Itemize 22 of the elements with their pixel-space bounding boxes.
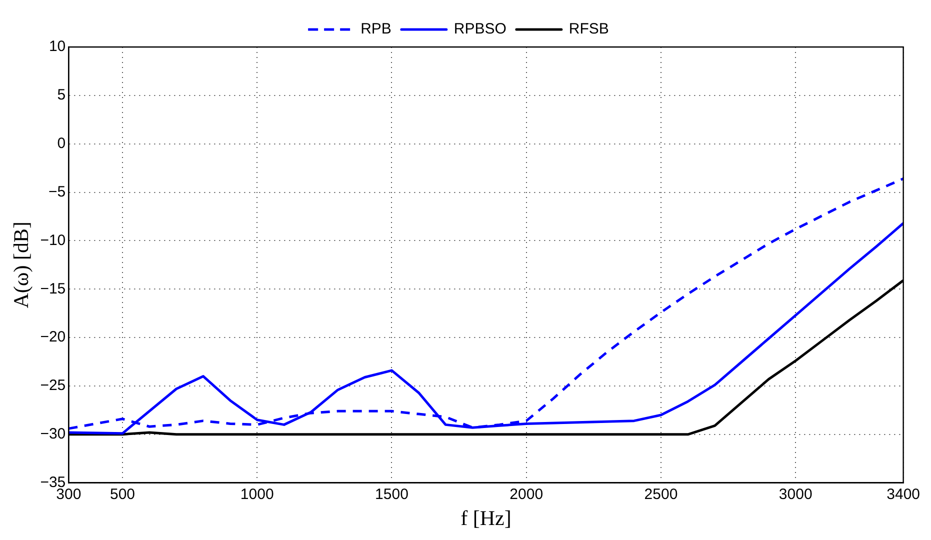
x-tick-label: 1500 [375,486,408,503]
x-tick-label: 300 [56,486,82,503]
x-tick-label: 3000 [778,486,812,503]
x-tick-label: 2500 [644,486,678,503]
legend-label: RPBSO [454,20,506,38]
legend-label: RFSB [568,20,609,38]
y-tick-label: 5 [57,86,66,104]
x-tick-label: 2000 [510,486,544,503]
y-tick-label: −5 [48,183,66,200]
y-tick-label: −10 [40,232,66,249]
y-tick-label: −20 [40,328,66,346]
y-axis-title: A(ω) [dB] [9,222,34,308]
y-tick-label: 10 [48,38,66,56]
x-tick-label: 3400 [886,486,920,503]
x-axis-title: f [Hz] [460,506,512,530]
y-tick-label: −15 [40,280,66,298]
x-tick-label: 500 [110,486,136,503]
legend-label: RPB [360,20,392,38]
x-tick-label: 1000 [240,486,274,503]
y-tick-label: −25 [40,377,66,394]
y-tick-label: −30 [40,426,66,443]
y-tick-label: 0 [57,134,66,152]
